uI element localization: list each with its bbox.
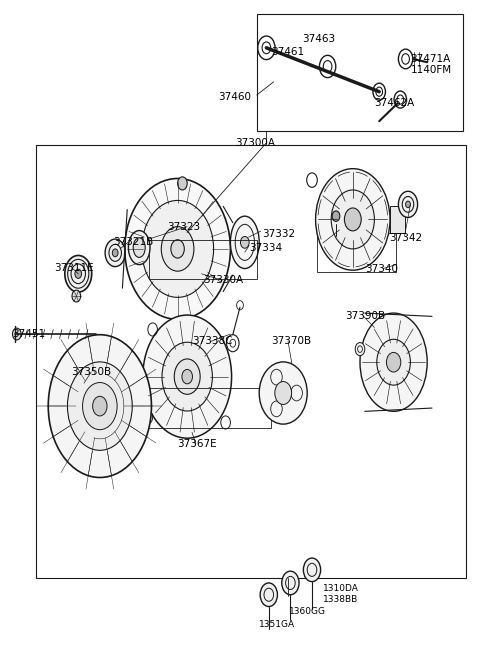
Text: 37340: 37340 — [365, 263, 398, 274]
Ellipse shape — [345, 208, 361, 231]
Text: 37461: 37461 — [271, 47, 304, 58]
Ellipse shape — [83, 383, 117, 430]
Text: 37330A: 37330A — [204, 275, 244, 286]
Ellipse shape — [360, 313, 427, 411]
Circle shape — [260, 583, 277, 607]
Text: 1140FM: 1140FM — [410, 65, 452, 75]
Ellipse shape — [112, 249, 118, 257]
Ellipse shape — [182, 369, 192, 384]
Bar — [149, 240, 257, 279]
Bar — [390, 206, 405, 233]
Text: 37311E: 37311E — [54, 263, 94, 273]
Ellipse shape — [105, 239, 125, 267]
Ellipse shape — [67, 362, 132, 451]
Bar — [317, 233, 396, 272]
Bar — [36, 145, 466, 578]
Bar — [257, 14, 463, 131]
Ellipse shape — [161, 227, 194, 271]
Circle shape — [303, 558, 321, 582]
Text: 37367E: 37367E — [178, 439, 217, 449]
Text: 37460: 37460 — [218, 92, 252, 102]
Text: 37300A: 37300A — [235, 138, 275, 148]
Ellipse shape — [275, 381, 291, 404]
Ellipse shape — [240, 236, 249, 248]
Text: 37471A: 37471A — [410, 54, 451, 64]
Ellipse shape — [75, 269, 82, 278]
Ellipse shape — [171, 240, 184, 258]
Ellipse shape — [398, 191, 418, 217]
Ellipse shape — [142, 200, 214, 297]
Ellipse shape — [259, 362, 307, 424]
Circle shape — [178, 177, 187, 190]
Text: 1310DA: 1310DA — [323, 584, 359, 593]
Text: 37334: 37334 — [250, 242, 283, 253]
Circle shape — [332, 211, 340, 221]
Text: 37370B: 37370B — [271, 336, 312, 346]
Ellipse shape — [386, 352, 401, 372]
Ellipse shape — [174, 359, 200, 394]
Text: 37323: 37323 — [167, 221, 200, 232]
Text: 1338BB: 1338BB — [323, 595, 358, 605]
Ellipse shape — [143, 315, 232, 438]
Ellipse shape — [12, 328, 21, 340]
Ellipse shape — [128, 231, 150, 265]
Ellipse shape — [93, 396, 107, 416]
Ellipse shape — [377, 339, 410, 385]
Text: 37463: 37463 — [302, 34, 336, 45]
Ellipse shape — [65, 255, 92, 292]
Text: 37350B: 37350B — [71, 367, 111, 377]
Text: 1360GG: 1360GG — [289, 607, 326, 616]
Ellipse shape — [355, 343, 365, 356]
Ellipse shape — [133, 238, 145, 257]
Text: 37321B: 37321B — [113, 236, 154, 247]
Text: 37451: 37451 — [12, 329, 45, 339]
Text: 37390B: 37390B — [346, 310, 386, 321]
Ellipse shape — [125, 178, 230, 320]
Ellipse shape — [230, 216, 259, 269]
Ellipse shape — [48, 335, 152, 477]
Bar — [146, 388, 271, 428]
Text: 37462A: 37462A — [374, 98, 415, 108]
Text: 37342: 37342 — [389, 233, 422, 244]
Ellipse shape — [331, 190, 374, 249]
Text: 37332: 37332 — [263, 229, 296, 240]
Ellipse shape — [406, 201, 410, 208]
Text: 1351GA: 1351GA — [259, 620, 295, 629]
Circle shape — [282, 571, 299, 595]
Ellipse shape — [162, 342, 212, 411]
Text: 37338C: 37338C — [192, 336, 232, 346]
Ellipse shape — [72, 290, 81, 302]
Ellipse shape — [316, 168, 390, 270]
